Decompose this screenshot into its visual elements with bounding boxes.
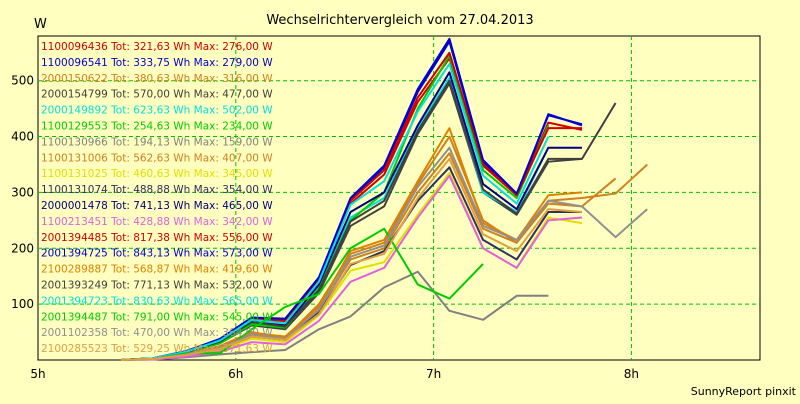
y-tick-labels: 100 200 300 400 500 — [11, 74, 34, 311]
y-tick-label: 500 — [11, 74, 34, 88]
legend-entry: 2000001478 Tot: 741,13 Wh Max: 465,00 W — [41, 200, 273, 212]
legend-entry: 2001394723 Tot: 830,63 Wh Max: 565,00 W — [41, 295, 273, 307]
legend-entry: 2100289887 Tot: 568,87 Wh Max: 419,60 W — [41, 264, 273, 276]
y-tick-label: 300 — [11, 185, 34, 199]
legend-entry: 1100096541 Tot: 333,75 Wh Max: 279,00 W — [41, 57, 273, 69]
legend-entry: 2000154799 Tot: 570,00 Wh Max: 477,00 W — [41, 89, 273, 101]
y-axis-unit-label: W — [34, 17, 47, 32]
series-line-20 — [121, 157, 583, 361]
series-line-17 — [121, 62, 550, 361]
y-tick-label: 200 — [11, 241, 34, 255]
legend-entry: 1100129553 Tot: 254,63 Wh Max: 234,00 W — [41, 121, 273, 133]
x-tick-label: 8h — [624, 367, 639, 381]
legend-entry: 2000150622 Tot: 380,63 Wh Max: 316,00 W — [41, 73, 273, 85]
footer-credit: SunnyReport pinxit — [691, 385, 797, 398]
legend-entry: 2001394487 Tot: 791,00 Wh Max: 545,00 W — [41, 311, 273, 323]
legend-entry: 1100131074 Tot: 488,88 Wh Max: 354,00 W — [41, 184, 273, 196]
legend-entry: 1100096436 Tot: 321,63 Wh Max: 276,00 W — [41, 41, 273, 53]
x-tick-label: 6h — [228, 367, 243, 381]
x-tick-label: 7h — [426, 367, 441, 381]
legend-entry: 2001393249 Tot: 771,13 Wh Max: 532,00 W — [41, 280, 273, 292]
legend-entry: 2001394725 Tot: 843,13 Wh Max: 573,00 W — [41, 248, 273, 260]
chart-title: Wechselrichtervergleich vom 27.04.2013 — [266, 13, 533, 28]
plot-area — [37, 35, 761, 361]
legend: 1100096436 Tot: 321,63 Wh Max: 276,00 W 1… — [41, 41, 273, 355]
x-tick-labels: 5h 6h 7h 8h — [30, 367, 639, 381]
legend-entry: 1100131006 Tot: 562,63 Wh Max: 407,00 W — [41, 152, 273, 164]
legend-entry: 1100213451 Tot: 428,88 Wh Max: 342,00 W — [41, 216, 273, 228]
legend-entry: 2000149892 Tot: 623,63 Wh Max: 502,00 W — [41, 105, 273, 117]
legend-entry: 1100130966 Tot: 194,13 Wh Max: 159,00 W — [41, 136, 273, 148]
series-line-12 — [121, 174, 583, 361]
y-tick-label: 100 — [11, 297, 34, 311]
y-tick-label: 400 — [11, 130, 34, 144]
legend-entry: 1100131025 Tot: 460,63 Wh Max: 345,00 W — [41, 168, 273, 180]
legend-entry: 2001102358 Tot: 470,00 Wh Max: 364,00 W — [41, 327, 273, 339]
legend-entry: 2001394485 Tot: 817,38 Wh Max: 556,00 W — [41, 232, 273, 244]
x-tick-label: 5h — [30, 367, 45, 381]
legend-entry: 2100285523 Tot: 529,25 Wh Max: 371,63 W — [41, 343, 273, 355]
series-lines — [121, 37, 648, 361]
